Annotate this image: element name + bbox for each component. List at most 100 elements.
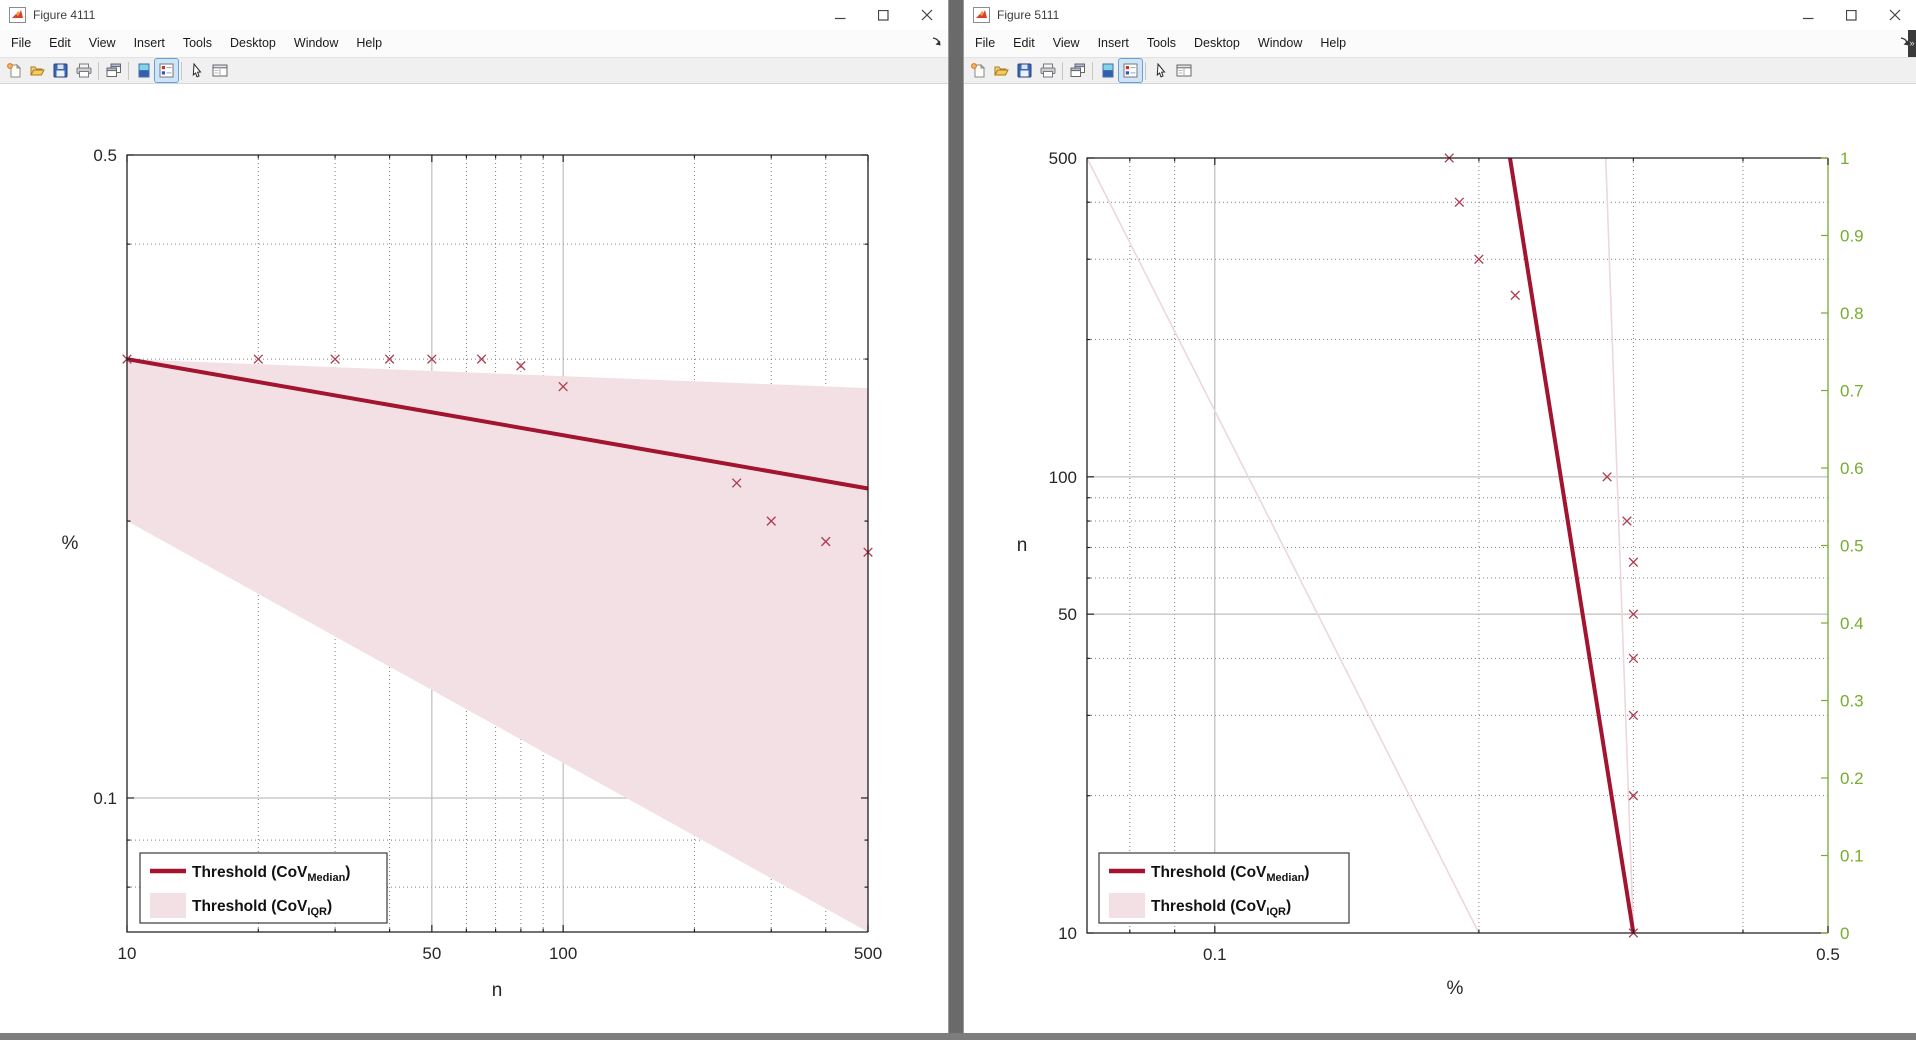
right-axis-tick-label: 0.3 — [1840, 692, 1864, 711]
open-folder-icon[interactable] — [26, 59, 49, 82]
x-tick-label: 100 — [549, 944, 577, 963]
x-tick-label: 50 — [422, 944, 441, 963]
right-axis-tick-label: 0.2 — [1840, 769, 1864, 788]
titlebar[interactable]: Figure 4111 — [0, 0, 948, 30]
edit-plot-icon[interactable] — [1149, 59, 1172, 82]
legend-entry-label: Threshold (CoVIQR) — [192, 898, 332, 918]
data-point-marker — [1628, 710, 1639, 721]
right-axis-tick-label: 0.5 — [1840, 537, 1864, 556]
menu-item-edit[interactable]: Edit — [49, 36, 71, 50]
plot-browser-icon[interactable] — [1118, 58, 1143, 83]
plot-browser-icon[interactable] — [154, 58, 179, 83]
menu-overflow-icon[interactable] — [931, 35, 945, 51]
figure-window-5111: Figure 5111 File Edit View Insert Tools Deskt… — [963, 0, 1916, 1033]
menu-item-view[interactable]: View — [88, 36, 116, 50]
toolbar-separator — [1145, 61, 1146, 80]
menu-item-insert[interactable]: Insert — [1097, 36, 1129, 50]
data-point-marker — [1510, 290, 1520, 301]
close-button[interactable] — [905, 0, 948, 30]
y-tick-label: 50 — [1058, 605, 1077, 624]
menu-item-edit[interactable]: Edit — [1013, 36, 1035, 50]
legend-patch-sample — [1109, 893, 1145, 918]
copy-figure-icon[interactable] — [1066, 59, 1089, 82]
print-icon[interactable] — [72, 59, 95, 82]
menu-item-window[interactable]: Window — [1257, 36, 1303, 50]
right-axis-tick-label: 0.9 — [1840, 227, 1864, 246]
toolbar-separator — [1092, 61, 1093, 80]
menu-item-insert[interactable]: Insert — [133, 36, 165, 50]
y-axis-label: % — [62, 533, 79, 554]
data-point-marker — [1628, 790, 1639, 801]
figure-window-4111: Figure 4111 File Edit View Insert Tools Deskt… — [0, 0, 949, 1033]
menu-item-view[interactable]: View — [1052, 36, 1080, 50]
menu-item-tools[interactable]: Tools — [182, 36, 213, 50]
x-axis-label: n — [492, 980, 503, 1001]
menu-item-tools[interactable]: Tools — [1146, 36, 1177, 50]
toolbar — [964, 57, 1916, 84]
menu-overflow-strip[interactable]: » — [1908, 30, 1916, 57]
property-editor-icon[interactable] — [208, 59, 231, 82]
data-point-marker — [1628, 653, 1639, 664]
menu-item-window[interactable]: Window — [293, 36, 339, 50]
screen-bottom-strip — [0, 1033, 1916, 1040]
edit-plot-icon[interactable] — [185, 59, 208, 82]
data-point-marker — [384, 354, 395, 364]
toolbar-separator — [128, 61, 129, 80]
copy-figure-icon[interactable] — [102, 59, 125, 82]
save-icon[interactable] — [49, 59, 72, 82]
colormap-icon[interactable] — [1096, 59, 1119, 82]
property-editor-icon[interactable] — [1172, 59, 1195, 82]
toolbar-separator — [181, 61, 182, 80]
right-axis-tick-label: 0 — [1840, 924, 1849, 943]
data-point-marker — [558, 381, 568, 392]
legend-entry-label: Threshold (CoVMedian) — [192, 864, 350, 884]
y-tick-label: 100 — [1049, 468, 1077, 487]
open-folder-icon[interactable] — [990, 59, 1013, 82]
legend[interactable]: Threshold (CoVMedian) Threshold (CoVIQR) — [1098, 852, 1350, 924]
x-tick-label: 10 — [118, 944, 137, 963]
menu-item-help[interactable]: Help — [356, 36, 383, 50]
menu-overflow-icon[interactable] — [1899, 35, 1913, 51]
new-document-icon[interactable] — [3, 59, 26, 82]
data-point-marker — [1474, 254, 1484, 264]
x-axis-label: % — [1447, 978, 1464, 999]
iqr-outline-line — [1086, 157, 1480, 934]
print-icon[interactable] — [1036, 59, 1059, 82]
data-point-marker — [253, 354, 264, 364]
data-point-marker — [427, 354, 437, 364]
matlab-figure-icon — [973, 7, 990, 23]
data-point-marker — [1454, 197, 1465, 207]
data-point-marker — [1602, 472, 1612, 482]
titlebar[interactable]: Figure 5111 — [964, 0, 1916, 30]
data-point-marker — [731, 478, 742, 488]
right-axis-tick-label: 0.8 — [1840, 304, 1864, 323]
new-document-icon[interactable] — [967, 59, 990, 82]
menubar: File Edit View Insert Tools Desktop Window Help — [0, 30, 948, 57]
maximize-button[interactable] — [862, 0, 905, 30]
menu-item-desktop[interactable]: Desktop — [1194, 36, 1240, 50]
menu-item-file[interactable]: File — [11, 36, 32, 50]
axes-frame — [1086, 157, 1828, 934]
legend-patch-sample — [150, 893, 186, 918]
minimize-button[interactable] — [819, 0, 862, 30]
threshold-median-line — [1508, 157, 1636, 934]
x-tick-label: 0.1 — [1203, 945, 1227, 964]
menu-item-file[interactable]: File — [975, 36, 996, 50]
window-title: Figure 4111 — [33, 8, 96, 22]
y-tick-label: 10 — [1058, 924, 1077, 943]
data-point-marker — [330, 354, 340, 364]
legend-entry-label: Threshold (CoVMedian) — [1151, 864, 1309, 884]
matlab-figure-icon — [9, 7, 26, 23]
y-tick-label: 500 — [1049, 149, 1077, 168]
right-axis-tick-label: 0.7 — [1840, 382, 1864, 401]
save-icon[interactable] — [1013, 59, 1036, 82]
legend[interactable]: Threshold (CoVMedian) Threshold (CoVIQR) — [139, 852, 388, 924]
minimize-button[interactable] — [1787, 0, 1830, 30]
colormap-icon[interactable] — [132, 59, 155, 82]
menu-item-help[interactable]: Help — [1320, 36, 1347, 50]
maximize-button[interactable] — [1830, 0, 1873, 30]
menu-item-desktop[interactable]: Desktop — [230, 36, 276, 50]
menubar: File Edit View Insert Tools Desktop Window Help — [964, 30, 1916, 57]
toolbar-separator — [1062, 61, 1063, 80]
close-button[interactable] — [1873, 0, 1916, 30]
